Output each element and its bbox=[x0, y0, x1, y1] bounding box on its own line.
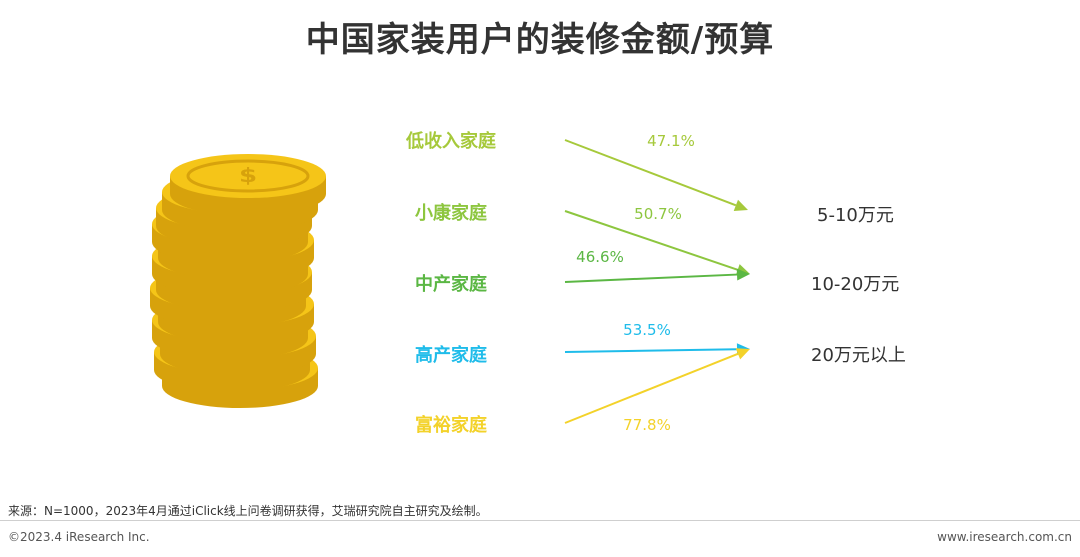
source-label-well-off: 小康家庭 bbox=[415, 203, 487, 224]
page-title: 中国家装用户的装修金额/预算 bbox=[305, 20, 775, 60]
target-label-10-20: 10-20万元 bbox=[811, 274, 900, 295]
link-label-low-income: 47.1% bbox=[647, 132, 695, 150]
link-label-middle-class: 46.6% bbox=[576, 248, 624, 266]
link-label-wealthy: 77.8% bbox=[623, 416, 671, 434]
source-label-high-asset: 高产家庭 bbox=[415, 345, 487, 366]
svg-text:$: $ bbox=[239, 165, 257, 187]
target-label-5-10: 5-10万元 bbox=[817, 205, 894, 226]
target-label-20-plus: 20万元以上 bbox=[811, 345, 906, 366]
dollar-coin-stack-icon: $ bbox=[150, 154, 326, 408]
link-label-high-asset: 53.5% bbox=[623, 321, 671, 339]
arrow-middle-class bbox=[564, 268, 750, 283]
arrow-wealthy bbox=[564, 348, 750, 424]
source-label-low-income: 低收入家庭 bbox=[406, 131, 496, 152]
website-link[interactable]: www.iresearch.com.cn bbox=[937, 530, 1072, 544]
copyright-text: ©2023.4 iResearch Inc. bbox=[8, 530, 150, 544]
arrow-low-income bbox=[564, 139, 748, 211]
arrow-high-asset bbox=[564, 343, 750, 356]
source-label-wealthy: 富裕家庭 bbox=[415, 415, 487, 436]
flow-chart bbox=[564, 139, 750, 424]
footer-divider bbox=[0, 520, 1080, 521]
link-label-well-off: 50.7% bbox=[634, 205, 682, 223]
source-label-middle-class: 中产家庭 bbox=[415, 274, 487, 295]
source-note: 来源：N=1000，2023年4月通过iClick线上问卷调研获得，艾瑞研究院自… bbox=[8, 504, 488, 518]
